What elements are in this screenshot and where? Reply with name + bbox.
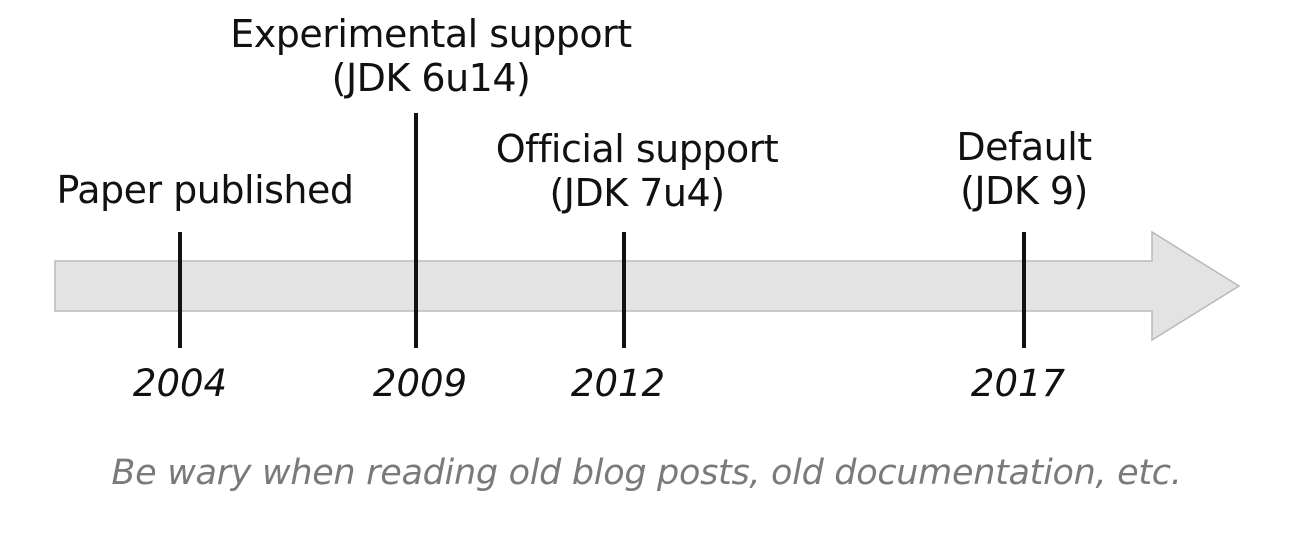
event-label-default: Default (JDK 9) (924, 125, 1124, 213)
year-label-2009: 2009 (372, 362, 468, 405)
event-label-experimental-support: Experimental support (JDK 6u14) (206, 12, 656, 100)
event-label-paper-published: Paper published (30, 168, 380, 212)
event-label-line2: (JDK 6u14) (331, 56, 531, 100)
year-label-2012: 2012 (570, 362, 666, 405)
event-label-line1: Paper published (56, 168, 354, 212)
event-label-line1: Experimental support (230, 12, 632, 56)
year-label-2004: 2004 (132, 362, 228, 405)
caption: Be wary when reading old blog posts, old… (111, 453, 1182, 493)
event-label-official-support: Official support (JDK 7u4) (462, 127, 812, 215)
event-label-line1: Official support (495, 127, 779, 171)
event-label-line2: (JDK 9) (960, 169, 1088, 213)
event-label-line2: (JDK 7u4) (549, 171, 725, 215)
year-label-2017: 2017 (970, 362, 1066, 405)
event-label-line1: Default (956, 125, 1092, 169)
timeline-arrow (54, 230, 1241, 342)
